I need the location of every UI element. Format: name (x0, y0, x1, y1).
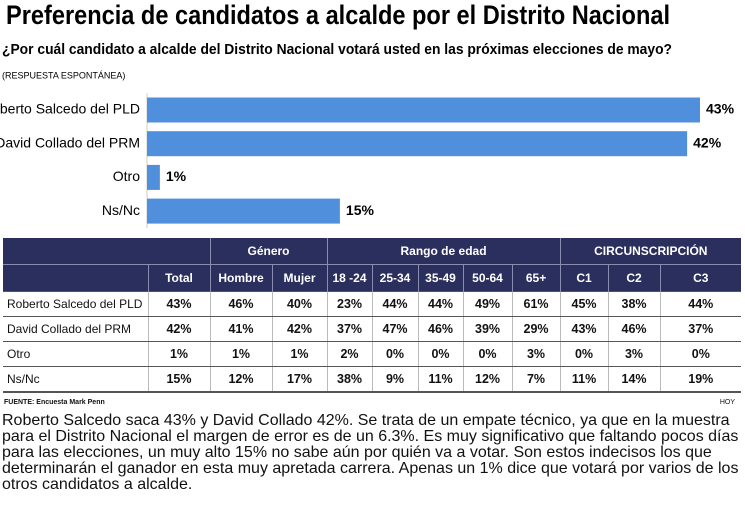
header-row: Género Rango de edad CIRCUNSCRIPCIÓN (3, 238, 742, 265)
row-label: Ns/Nc (3, 366, 148, 393)
bar (147, 198, 340, 224)
table-cell: 0% (371, 341, 419, 367)
value-label: 43% (706, 101, 735, 117)
table-cell: 47% (371, 316, 419, 342)
table-cell: 39% (462, 316, 513, 342)
table-cell: 12% (462, 366, 513, 393)
table-cell: 41% (209, 316, 272, 342)
table-cell: 0% (462, 341, 513, 367)
chart-title: Preferencia de candidatos a alcalde por … (6, 0, 670, 30)
column-header: C1 (559, 264, 609, 292)
table-cell: 46% (209, 291, 272, 317)
column-header: Hombre (209, 264, 272, 292)
bar (147, 164, 160, 190)
table-cell: 3% (607, 341, 661, 367)
table-cell: 45% (559, 291, 609, 317)
table-cell: 43% (147, 291, 210, 317)
table-cell: 3% (511, 341, 561, 367)
table-cell: 38% (607, 291, 661, 317)
publisher: HOY (719, 399, 735, 406)
chart: Preferencia de candidatos a alcalde por … (0, 0, 735, 228)
table-cell: 37% (659, 316, 742, 342)
table-cell: 37% (326, 316, 373, 342)
header-cell (3, 238, 210, 265)
table-cell: 29% (511, 316, 561, 342)
table-cell: 19% (659, 366, 742, 393)
chart-note: (RESPUESTA ESPONTÁNEA) (2, 70, 125, 80)
source: FUENTE: Encuesta Mark Penn (4, 399, 105, 406)
table-cell: 49% (462, 291, 513, 317)
group-header: Rango de edad (326, 238, 561, 265)
table-cell: 17% (271, 366, 328, 393)
table-cell: 23% (326, 291, 373, 317)
table-cell: 14% (607, 366, 661, 393)
table-cell: 9% (371, 366, 419, 393)
row-label: David Collado del PRM (3, 316, 148, 342)
column-header: Mujer (271, 264, 328, 292)
table-cell: 7% (511, 366, 561, 393)
category-label: Otro (113, 168, 140, 184)
column-header: Total (147, 264, 210, 292)
bar (147, 131, 688, 157)
table-row: David Collado del PRM 42% 41% 42% 37% 47% 46% 3… (3, 316, 742, 342)
table-row: Ns/Nc 15% 12% 17% 38% 9% 11% 12% 7% 11% 14% 19% (3, 366, 742, 393)
table-cell: 1% (271, 341, 328, 367)
column-header: 25-34 (371, 264, 419, 292)
column-header: 35-49 (417, 264, 464, 292)
header-cell (3, 264, 148, 292)
table-cell: 0% (417, 341, 464, 367)
table-cell: 43% (559, 316, 609, 342)
value-label: 1% (166, 168, 187, 184)
row-label: Roberto Salcedo del PLD (3, 291, 148, 317)
value-label: 15% (346, 202, 375, 218)
group-header: CIRCUNSCRIPCIÓN (559, 238, 742, 265)
table-cell: 15% (147, 366, 210, 393)
table-cell: 0% (559, 341, 609, 367)
table-cell: 40% (271, 291, 328, 317)
bar (147, 97, 700, 123)
table-cell: 11% (417, 366, 464, 393)
table-cell: 1% (209, 341, 272, 367)
table-row: Otro 1% 1% 1% 2% 0% 0% 0% 3% 0% 3% 0% (3, 341, 742, 367)
table-cell: 46% (417, 316, 464, 342)
column-header: C3 (659, 264, 742, 292)
table-cell: 38% (326, 366, 373, 393)
table-cell: 42% (147, 316, 210, 342)
table-cell: 61% (511, 291, 561, 317)
table-cell: 11% (559, 366, 609, 393)
table-cell: 1% (147, 341, 210, 367)
value-label: 42% (693, 134, 722, 150)
table-cell: 42% (271, 316, 328, 342)
chart-subtitle: ¿Por cuál candidato a alcalde del Distri… (2, 41, 672, 58)
column-header: 65+ (511, 264, 561, 292)
table-cell: 0% (659, 341, 742, 367)
table-cell: 2% (326, 341, 373, 367)
column-header: 18 -24 (326, 264, 373, 292)
table-row: Roberto Salcedo del PLD 43% 46% 40% 23% 44% 44… (3, 291, 742, 317)
category-label: Roberto Salcedo del PLD (0, 101, 140, 117)
table-cell: 46% (607, 316, 661, 342)
group-header: Género (209, 238, 328, 265)
results-table: Género Rango de edad CIRCUNSCRIPCIÓN Total H… (3, 238, 742, 393)
table-cell: 44% (417, 291, 464, 317)
body-text: Roberto Salcedo saca 43% y David Collado… (2, 412, 739, 493)
table-cell: 44% (659, 291, 742, 317)
header-row: Total Hombre Mujer 18 -24 25-34 35-49 50-64 65+… (3, 264, 742, 292)
table-cell: 12% (209, 366, 272, 393)
category-label: Ns/Nc (102, 202, 140, 218)
column-header: 50-64 (462, 264, 513, 292)
row-label: Otro (3, 341, 148, 367)
table-cell: 44% (371, 291, 419, 317)
category-label: David Collado del PRM (0, 134, 140, 150)
column-header: C2 (607, 264, 661, 292)
